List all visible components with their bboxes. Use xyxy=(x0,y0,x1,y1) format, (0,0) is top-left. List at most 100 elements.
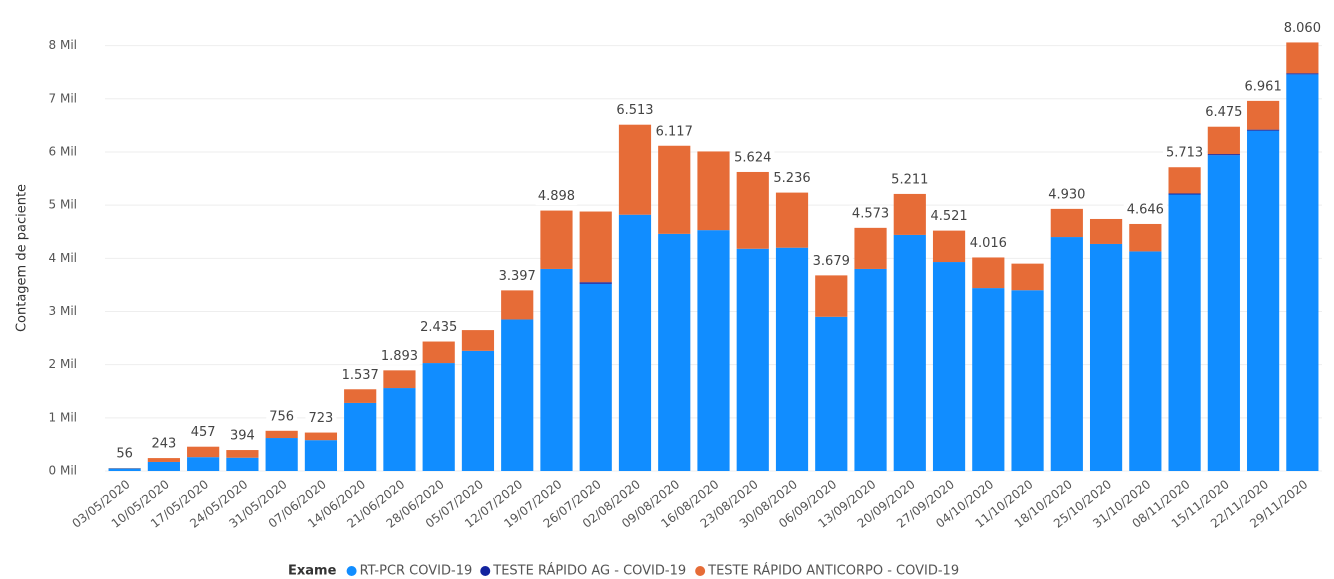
total-value-label: 5.236 xyxy=(773,171,810,186)
bar-segment xyxy=(1247,130,1280,471)
y-tick-label: 2 Mil xyxy=(49,357,77,371)
total-label: 4.573 xyxy=(848,205,893,223)
total-label: 2.435 xyxy=(417,319,461,337)
total-label: 8.060 xyxy=(1280,19,1324,37)
bar-segment xyxy=(265,430,298,439)
total-label: 1.537 xyxy=(338,366,382,384)
bar-segment xyxy=(304,432,338,441)
bar-segment xyxy=(383,370,416,389)
total-value-label: 5.713 xyxy=(1166,146,1203,161)
total-value-label: 6.961 xyxy=(1245,79,1282,94)
label-background xyxy=(305,410,337,428)
bar-segment xyxy=(187,446,220,458)
bar-segment xyxy=(579,282,612,284)
total-label: 1.893 xyxy=(377,347,422,365)
label-background xyxy=(848,205,893,223)
legend-swatch xyxy=(346,566,357,576)
total-label: 56 xyxy=(113,445,136,463)
bar-segment xyxy=(854,268,887,471)
bar-segment xyxy=(1286,42,1319,74)
bar-segment xyxy=(1011,263,1044,291)
bar-segment xyxy=(736,171,769,249)
total-value-label: 8.060 xyxy=(1284,21,1321,36)
total-label: 6.475 xyxy=(1202,104,1246,122)
total-value-label: 4.898 xyxy=(538,189,575,204)
total-value-label: 6.513 xyxy=(616,103,653,118)
label-background xyxy=(417,319,461,337)
bar-segment xyxy=(1011,290,1044,471)
bar-segment xyxy=(226,457,259,471)
legend: Exame RT-PCR COVID-19 TESTE RÁPIDO AG - CO… xyxy=(288,563,959,579)
legend-label: TESTE RÁPIDO AG - COVID-19 xyxy=(492,563,686,579)
total-value-label: 6.117 xyxy=(656,124,693,139)
bar-segment xyxy=(226,450,259,458)
bar-segment xyxy=(618,124,652,215)
y-tick-label: 1 Mil xyxy=(49,410,77,424)
y-tick-label: 4 Mil xyxy=(49,251,77,265)
bar-segment xyxy=(1207,126,1240,155)
label-background xyxy=(809,252,853,270)
bar-segment xyxy=(108,468,141,471)
total-label: 4.521 xyxy=(927,208,971,226)
label-background xyxy=(613,102,657,120)
total-value-label: 3.397 xyxy=(499,269,536,284)
total-value-label: 1.537 xyxy=(342,368,379,383)
total-value-label: 3.679 xyxy=(813,254,850,269)
y-tick-label: 5 Mil xyxy=(49,198,77,212)
bar-segment xyxy=(422,341,455,364)
label-background xyxy=(187,424,219,442)
bar-segment xyxy=(893,234,926,471)
label-background xyxy=(113,445,136,463)
y-tick-label: 0 Mil xyxy=(49,464,77,478)
total-label: 5.236 xyxy=(770,170,814,188)
bar-segment xyxy=(383,388,416,471)
bar-segment xyxy=(1129,251,1162,471)
total-value-label: 723 xyxy=(309,411,334,426)
bar-segment xyxy=(697,230,730,471)
bar-segment xyxy=(1286,73,1319,75)
bar-segment xyxy=(1168,194,1201,471)
label-background xyxy=(1162,144,1207,162)
bar-segment xyxy=(1207,155,1240,472)
total-label: 6.961 xyxy=(1241,78,1285,96)
label-background xyxy=(495,267,539,285)
total-label: 243 xyxy=(148,435,180,453)
bar-segment xyxy=(1050,208,1083,238)
bar-segment xyxy=(736,248,769,471)
label-background xyxy=(377,347,422,365)
bar-segment xyxy=(932,230,966,263)
total-value-label: 56 xyxy=(116,447,133,462)
total-label: 5.211 xyxy=(888,171,932,189)
total-label: 4.898 xyxy=(534,188,579,206)
total-value-label: 4.521 xyxy=(930,209,967,224)
bar-segment xyxy=(147,458,180,462)
total-label: 5.624 xyxy=(731,149,775,167)
bar-segment xyxy=(775,247,809,471)
total-value-label: 243 xyxy=(151,437,176,452)
y-axis-title: Contagem de paciente xyxy=(15,184,30,332)
bar-segment xyxy=(265,438,298,471)
bar-segment xyxy=(501,319,534,471)
total-value-label: 457 xyxy=(191,425,216,440)
total-label: 6.117 xyxy=(652,123,696,141)
total-value-label: 5.211 xyxy=(891,172,928,187)
total-value-label: 1.893 xyxy=(381,349,418,364)
bar-segment xyxy=(1168,167,1201,194)
label-background xyxy=(652,123,696,141)
total-label: 3.679 xyxy=(809,252,853,270)
label-background xyxy=(927,208,971,226)
total-label: 5.713 xyxy=(1162,144,1207,162)
bar-segment xyxy=(972,288,1005,471)
legend-label: RT-PCR COVID-19 xyxy=(360,564,473,579)
total-label: 457 xyxy=(187,424,219,442)
y-tick-label: 8 Mil xyxy=(49,38,77,52)
y-tick-label: 6 Mil xyxy=(49,144,77,158)
label-background xyxy=(731,149,775,167)
bar-segment xyxy=(1286,74,1319,471)
bar-segment xyxy=(1129,223,1162,252)
total-label: 394 xyxy=(226,427,258,445)
label-background xyxy=(888,171,932,189)
legend-label: TESTE RÁPIDO ANTICORPO - COVID-19 xyxy=(707,563,959,579)
bar-segment xyxy=(658,145,691,234)
